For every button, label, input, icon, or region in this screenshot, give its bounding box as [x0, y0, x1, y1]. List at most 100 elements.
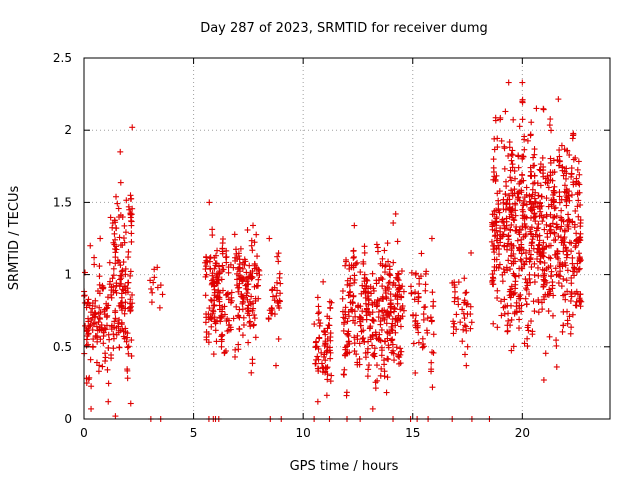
data-point — [505, 317, 512, 324]
data-point — [117, 327, 124, 334]
data-point — [369, 405, 376, 412]
data-point — [347, 288, 354, 295]
data-point — [539, 266, 546, 273]
data-point — [467, 303, 474, 310]
x-axis-label: GPS time / hours — [290, 459, 399, 474]
data-point — [508, 151, 515, 158]
data-point — [222, 254, 229, 261]
data-point — [489, 219, 496, 226]
data-point — [540, 105, 547, 112]
data-point — [356, 356, 363, 363]
data-point — [399, 283, 406, 290]
data-point — [397, 306, 404, 313]
data-point — [500, 266, 507, 273]
data-point — [359, 308, 366, 315]
data-point — [234, 270, 241, 277]
data-point — [315, 310, 322, 317]
data-point — [372, 329, 379, 336]
data-point — [113, 280, 120, 287]
data-point — [339, 295, 346, 302]
data-point — [499, 216, 506, 223]
data-point — [266, 235, 273, 242]
data-point — [221, 303, 228, 310]
data-point — [275, 300, 282, 307]
data-point — [510, 343, 517, 350]
data-point — [497, 225, 504, 232]
data-point — [357, 322, 364, 329]
data-point — [569, 218, 576, 225]
data-point — [100, 333, 107, 340]
data-point — [549, 220, 556, 227]
data-point — [93, 323, 100, 330]
data-point — [528, 119, 535, 126]
data-point — [369, 342, 376, 349]
data-point — [386, 279, 393, 286]
data-point — [120, 333, 127, 340]
data-point — [495, 264, 502, 271]
data-point — [269, 293, 276, 300]
data-point — [550, 198, 557, 205]
data-point — [342, 304, 349, 311]
data-point — [515, 164, 522, 171]
data-point — [450, 323, 457, 330]
data-point — [219, 331, 226, 338]
data-point — [387, 330, 394, 337]
data-point — [548, 127, 555, 134]
data-point — [520, 153, 527, 160]
data-point — [531, 146, 538, 153]
data-point — [500, 199, 507, 206]
data-point — [118, 290, 125, 297]
data-point — [508, 209, 515, 216]
data-point — [202, 292, 209, 299]
data-point — [397, 323, 404, 330]
data-point — [530, 298, 537, 305]
data-point — [326, 315, 333, 322]
data-point — [540, 377, 547, 384]
data-point — [239, 332, 246, 339]
data-point — [208, 281, 215, 288]
data-point — [504, 240, 511, 247]
data-point — [213, 338, 220, 345]
data-point — [535, 296, 542, 303]
data-point — [342, 346, 349, 353]
data-point — [105, 380, 112, 387]
data-point — [381, 316, 388, 323]
data-point — [214, 274, 221, 281]
data-point — [564, 317, 571, 324]
data-point — [90, 321, 97, 328]
data-point — [550, 187, 557, 194]
data-point — [418, 250, 425, 257]
data-point — [531, 308, 538, 315]
data-point — [99, 282, 106, 289]
data-point — [129, 124, 136, 131]
data-point — [362, 294, 369, 301]
data-point — [459, 338, 466, 345]
data-point — [494, 287, 501, 294]
data-point — [351, 340, 358, 347]
data-point — [211, 265, 218, 272]
data-point — [507, 227, 514, 234]
data-point — [203, 263, 210, 270]
data-point — [455, 295, 462, 302]
data-point — [150, 279, 157, 286]
data-point — [545, 184, 552, 191]
data-point — [569, 132, 576, 139]
data-point — [219, 245, 226, 252]
data-point — [129, 291, 136, 298]
data-point — [345, 308, 352, 315]
data-point — [83, 304, 90, 311]
data-point — [315, 368, 322, 375]
data-point — [97, 336, 104, 343]
data-point — [112, 315, 119, 322]
data-point — [387, 300, 394, 307]
data-point — [247, 318, 254, 325]
data-point — [374, 377, 381, 384]
data-point — [565, 225, 572, 232]
data-point — [246, 262, 253, 269]
data-point — [219, 240, 226, 247]
data-point — [506, 292, 513, 299]
data-point — [463, 289, 470, 296]
data-point — [508, 187, 515, 194]
data-point — [326, 344, 333, 351]
data-point — [490, 156, 497, 163]
